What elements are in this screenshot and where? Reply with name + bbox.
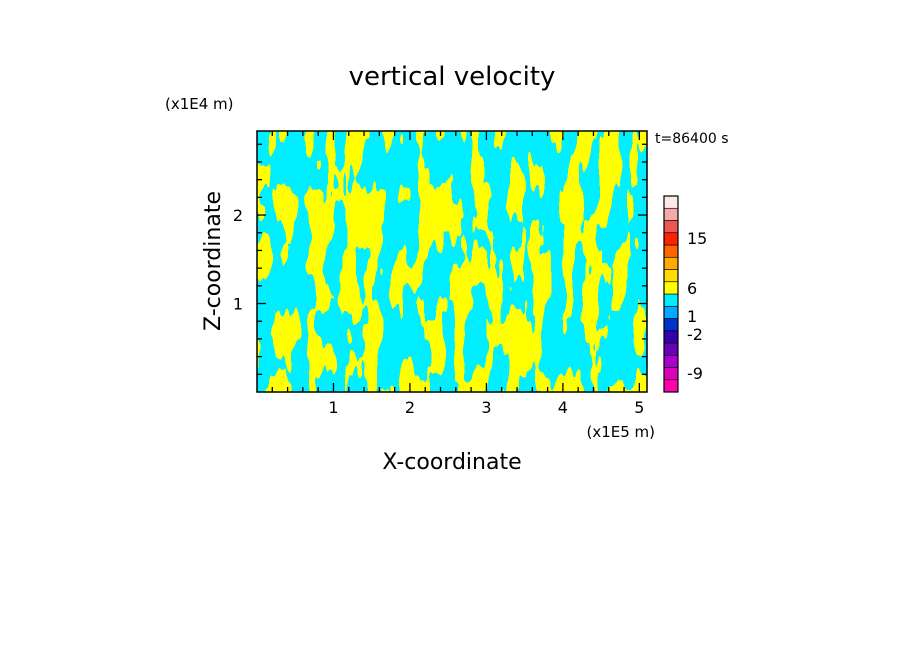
colorbar-level	[663, 244, 679, 258]
y-tick-label: 2	[233, 206, 243, 225]
colorbar-level	[663, 207, 679, 221]
colorbar-level	[663, 269, 679, 283]
colorbar-level	[663, 318, 679, 332]
colorbar-level	[663, 195, 679, 209]
colorbar: 15 6 1-2 -9	[663, 195, 707, 393]
x-axis-ticks: 1 2 3 4 5	[271, 131, 644, 417]
colorbar-frame	[663, 195, 679, 393]
plot-frame	[256, 130, 648, 393]
x-scale-label: (x1E5 m)	[586, 423, 655, 441]
x-tick-label: 3	[481, 398, 491, 417]
chart-title: vertical velocity	[349, 62, 556, 92]
colorbar-level	[663, 232, 679, 246]
colorbar-level	[663, 305, 679, 319]
colorbar-level	[663, 220, 679, 234]
colorbar-level	[663, 281, 679, 295]
colorbar-level	[663, 354, 679, 368]
positive-field	[257, 131, 647, 392]
colorbar-level	[663, 342, 679, 356]
colorbar-level	[663, 293, 679, 307]
x-tick-label: 4	[558, 398, 568, 417]
colorbar-level	[663, 256, 679, 270]
plot-area	[257, 131, 647, 392]
x-tick-label: 2	[405, 398, 415, 417]
colorbar-label: 15	[687, 229, 707, 248]
y-scale-label: (x1E4 m)	[165, 95, 234, 113]
colorbar-level	[663, 367, 679, 381]
x-axis-label: X-coordinate	[382, 450, 521, 475]
y-tick-label: 1	[233, 295, 243, 314]
x-tick-label: 5	[634, 398, 644, 417]
time-label: t=86400 s	[655, 131, 729, 147]
y-axis-label: Z-coordinate	[201, 191, 226, 331]
colorbar-level	[663, 330, 679, 344]
colorbar-label: -2	[687, 325, 703, 344]
colorbar-label: -9	[687, 364, 703, 383]
colorbar-label: 1	[687, 307, 697, 326]
colorbar-label: 6	[687, 279, 697, 298]
colorbar-level	[663, 379, 679, 393]
y-axis-ticks: 12	[233, 143, 647, 375]
x-tick-label: 1	[328, 398, 338, 417]
